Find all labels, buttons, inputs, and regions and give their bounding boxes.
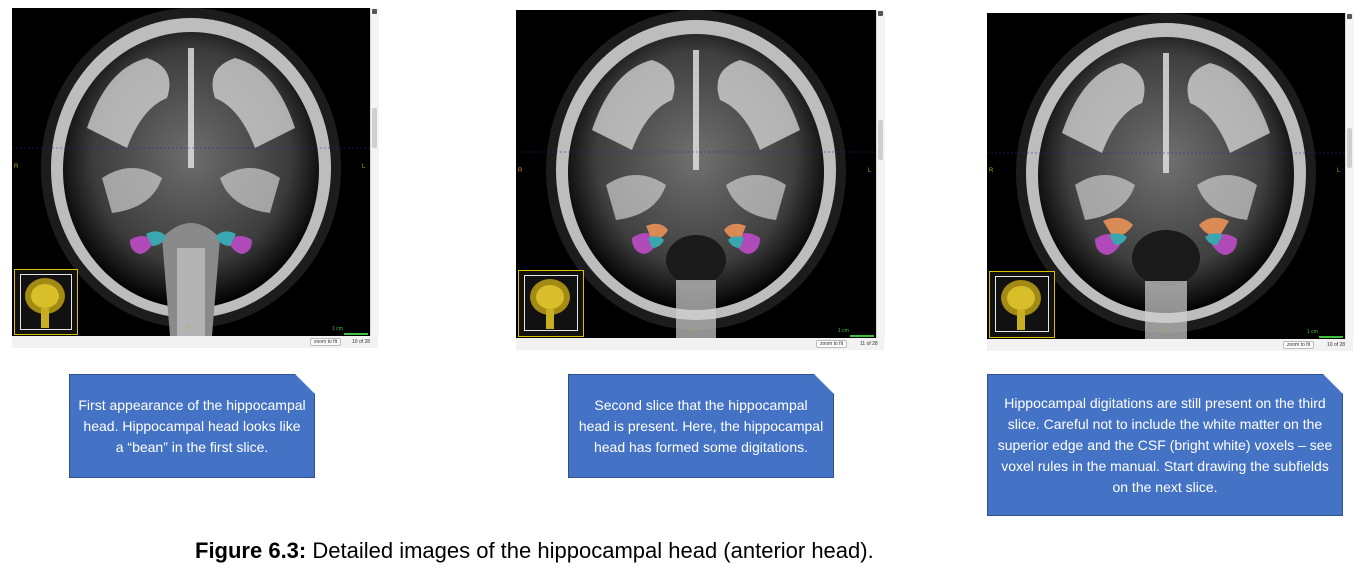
figure-caption-text: Detailed images of the hippocampal head … [306,538,874,563]
viewer-footer: zoom to fit 11 of 28 [516,338,884,350]
scale-bar [1319,336,1343,338]
scrollbar-cap-icon [878,11,883,16]
scrollbar-thumb[interactable] [878,120,883,160]
figure-caption-label: Figure 6.3: [195,538,307,563]
orientation-inferior-label: I [188,326,190,332]
scale-bar [344,333,368,335]
slice-counter: 10 of 28 [1327,342,1346,348]
viewer-footer: zoom to fit 10 of 28 [987,339,1353,351]
slice-scrollbar[interactable] [370,8,379,336]
zoom-to-fit-button[interactable]: zoom to fit [1283,341,1315,349]
orientation-right-label: R [14,164,19,170]
zoom-to-fit-button[interactable]: zoom to fit [310,338,342,346]
orientation-inferior-label: I [1163,329,1165,335]
orientation-right-label: R [518,168,523,174]
coronal-mri-slice-3 [987,13,1345,339]
scrollbar-cap-icon [372,9,377,14]
thumbnail-brain [1001,280,1041,330]
mri-viewer-panel-1: R L I 1 cm zoom to fit 10 of 28 [12,8,379,348]
thumbnail-brain [25,278,65,328]
slice-scrollbar[interactable] [876,10,885,338]
orientation-right-label: R [989,168,994,174]
scale-bar-label: 1 cm [332,326,343,332]
mri-image-viewport-2[interactable]: R L I 1 cm [516,10,876,338]
locator-thumbnail[interactable] [518,270,584,337]
orientation-left-label: L [362,164,366,170]
slice-scrollbar[interactable] [1345,13,1354,339]
locator-frame [524,275,578,331]
locator-frame [20,274,72,330]
orientation-left-label: L [868,168,872,174]
figure-caption: Figure 6.3: Detailed images of the hippo… [195,538,874,564]
scale-bar-label: 1 cm [1307,329,1318,335]
orientation-inferior-label: I [692,328,694,334]
mri-viewer-panel-2: R L I 1 cm zoom to fit 11 of 28 [516,10,885,350]
callout-slice-1: First appearance of the hippocampal head… [69,374,315,478]
mri-image-viewport-3[interactable]: R L I 1 cm [987,13,1345,339]
zoom-to-fit-button[interactable]: zoom to fit [816,340,848,348]
mri-image-viewport-1[interactable]: R L I 1 cm [12,8,370,336]
slice-counter: 11 of 28 [860,341,878,347]
coronal-mri-slice-2 [516,10,876,338]
orientation-left-label: L [1337,168,1341,174]
viewer-footer: zoom to fit 10 of 28 [12,336,378,348]
callout-slice-3: Hippocampal digitations are still presen… [987,374,1343,516]
scrollbar-cap-icon [1347,14,1352,19]
mri-viewer-panel-3: R L I 1 cm zoom to fit 10 of 28 [987,13,1354,351]
locator-thumbnail[interactable] [989,271,1055,338]
slice-counter: 10 of 28 [352,339,371,345]
locator-frame [995,276,1049,332]
locator-thumbnail[interactable] [14,269,78,335]
coronal-mri-slice-1 [12,8,370,336]
thumbnail-brain [530,279,570,329]
scrollbar-thumb[interactable] [372,108,377,148]
scale-bar-label: 1 cm [838,328,849,334]
callout-slice-2: Second slice that the hippocampal head i… [568,374,834,478]
scale-bar [850,335,874,337]
scrollbar-thumb[interactable] [1347,128,1352,168]
